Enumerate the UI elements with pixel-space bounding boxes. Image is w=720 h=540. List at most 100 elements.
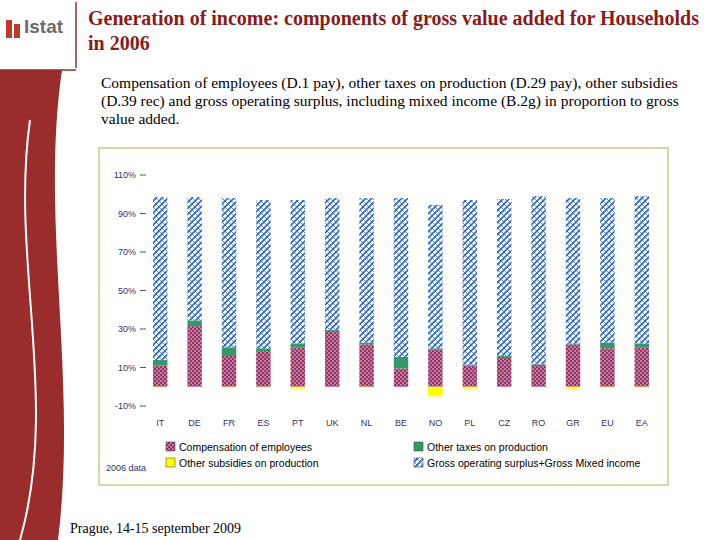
left-band-bg [0, 0, 76, 540]
x-tick-label: CZ [498, 418, 510, 428]
left-band [0, 70, 64, 540]
bar-segment [463, 366, 477, 387]
bar-segment [531, 196, 545, 363]
bar-segment [600, 198, 614, 342]
bar-segment [463, 200, 477, 365]
bar-segment [394, 368, 408, 386]
y-tick [140, 329, 146, 330]
legend-swatch [166, 442, 175, 451]
bar-segment [222, 198, 236, 347]
bar-segment [635, 343, 649, 347]
bar-segment [359, 344, 373, 386]
footer: Prague, 14-15 september 2009 [70, 521, 241, 537]
bar-segment [153, 386, 167, 388]
x-tick-label: RO [532, 418, 546, 428]
title: Generation of income: components of gros… [88, 6, 713, 56]
y-tick-label: 50% [118, 286, 136, 296]
y-tick [140, 213, 146, 214]
bar-segment [222, 347, 236, 356]
y-tick-label: 30% [118, 324, 136, 334]
bar-segment [428, 205, 442, 348]
bar-segment [291, 387, 305, 389]
chart-frame [99, 148, 668, 485]
x-tick-label: PT [292, 418, 304, 428]
x-tick-label: FR [223, 418, 235, 428]
bars [153, 196, 649, 396]
x-tick-label: BE [395, 418, 407, 428]
y-tick-label: 110% [114, 170, 136, 180]
legend-label: Compensation of employees [179, 441, 312, 453]
x-tick-label: EA [636, 418, 648, 428]
bar-segment [566, 198, 580, 343]
bar-segment [566, 387, 580, 389]
bar-segment [291, 343, 305, 347]
bar-segment [187, 197, 201, 320]
bar-segment [153, 197, 167, 360]
slide: -10% 10% 30% 50% 70% 90% 110% IT DE FR ES PT UK NL BE N… [0, 0, 720, 540]
bar-segment [359, 342, 373, 344]
bar-segment [600, 342, 614, 348]
y-tick [140, 290, 146, 291]
header-rule [0, 69, 76, 71]
bar-segment [325, 331, 339, 387]
x-tick-label: NO [429, 418, 443, 428]
legend-label: Other taxes on production [427, 441, 548, 453]
bar-segment [153, 360, 167, 366]
x-tick-label: GR [566, 418, 580, 428]
x-tick-label: PL [464, 418, 475, 428]
x-tick-label: ES [257, 418, 269, 428]
logo-mark [6, 20, 12, 38]
subtitle: Compensation of employees (D.1 pay), oth… [101, 74, 701, 128]
bar-segment [325, 198, 339, 330]
bar-segment [187, 326, 201, 387]
annotation: 2006 data [106, 463, 146, 473]
bar-segment [497, 357, 511, 387]
bar-segment [463, 387, 477, 389]
bar-segment [566, 344, 580, 386]
x-tick-label: DE [188, 418, 201, 428]
bar-segment [600, 348, 614, 387]
y-tick-label: 90% [118, 209, 136, 219]
bar-segment [256, 351, 270, 387]
bar-segment [153, 366, 167, 387]
legend-label: Other subsidies on production [179, 457, 319, 469]
logo: Istat [24, 16, 63, 38]
bar-segment [635, 386, 649, 388]
bar-segment [394, 357, 408, 369]
y-tick [140, 175, 146, 176]
bar-segment [428, 387, 442, 397]
legend-swatch [166, 458, 175, 467]
bar-segment [635, 196, 649, 343]
y-tick [140, 406, 146, 407]
logo-mark [14, 24, 20, 38]
y-tick-label: 70% [118, 247, 136, 257]
bar-segment [256, 348, 270, 351]
legend-swatch [414, 442, 423, 451]
bar-segment [531, 365, 545, 387]
bar-segment [359, 198, 373, 342]
bar-segment [187, 320, 201, 326]
x-tick-label: IT [156, 418, 165, 428]
y-tick-label: 10% [118, 363, 136, 373]
bar-segment [394, 198, 408, 357]
bar-segment [222, 356, 236, 387]
x-tick-label: EU [601, 418, 614, 428]
left-curve [20, 120, 36, 540]
bar-segment [256, 200, 270, 348]
y-tick [140, 367, 146, 368]
y-tick-label: -10% [115, 401, 136, 411]
legend: Compensation of employees Other taxes on … [166, 441, 640, 469]
bar-segment [256, 386, 270, 388]
bar-segment [291, 347, 305, 386]
x-tick-label: UK [326, 418, 339, 428]
bar-segment [428, 349, 442, 387]
y-tick [140, 252, 146, 253]
bar-segment [600, 386, 614, 388]
x-tick-label: NL [361, 418, 373, 428]
legend-label: Gross operating surplus+Gross Mixed inco… [427, 457, 640, 469]
header-divider [75, 2, 77, 68]
bar-segment [497, 199, 511, 356]
bar-segment [359, 386, 373, 388]
bar-segment [635, 347, 649, 386]
bar-segment [291, 200, 305, 343]
